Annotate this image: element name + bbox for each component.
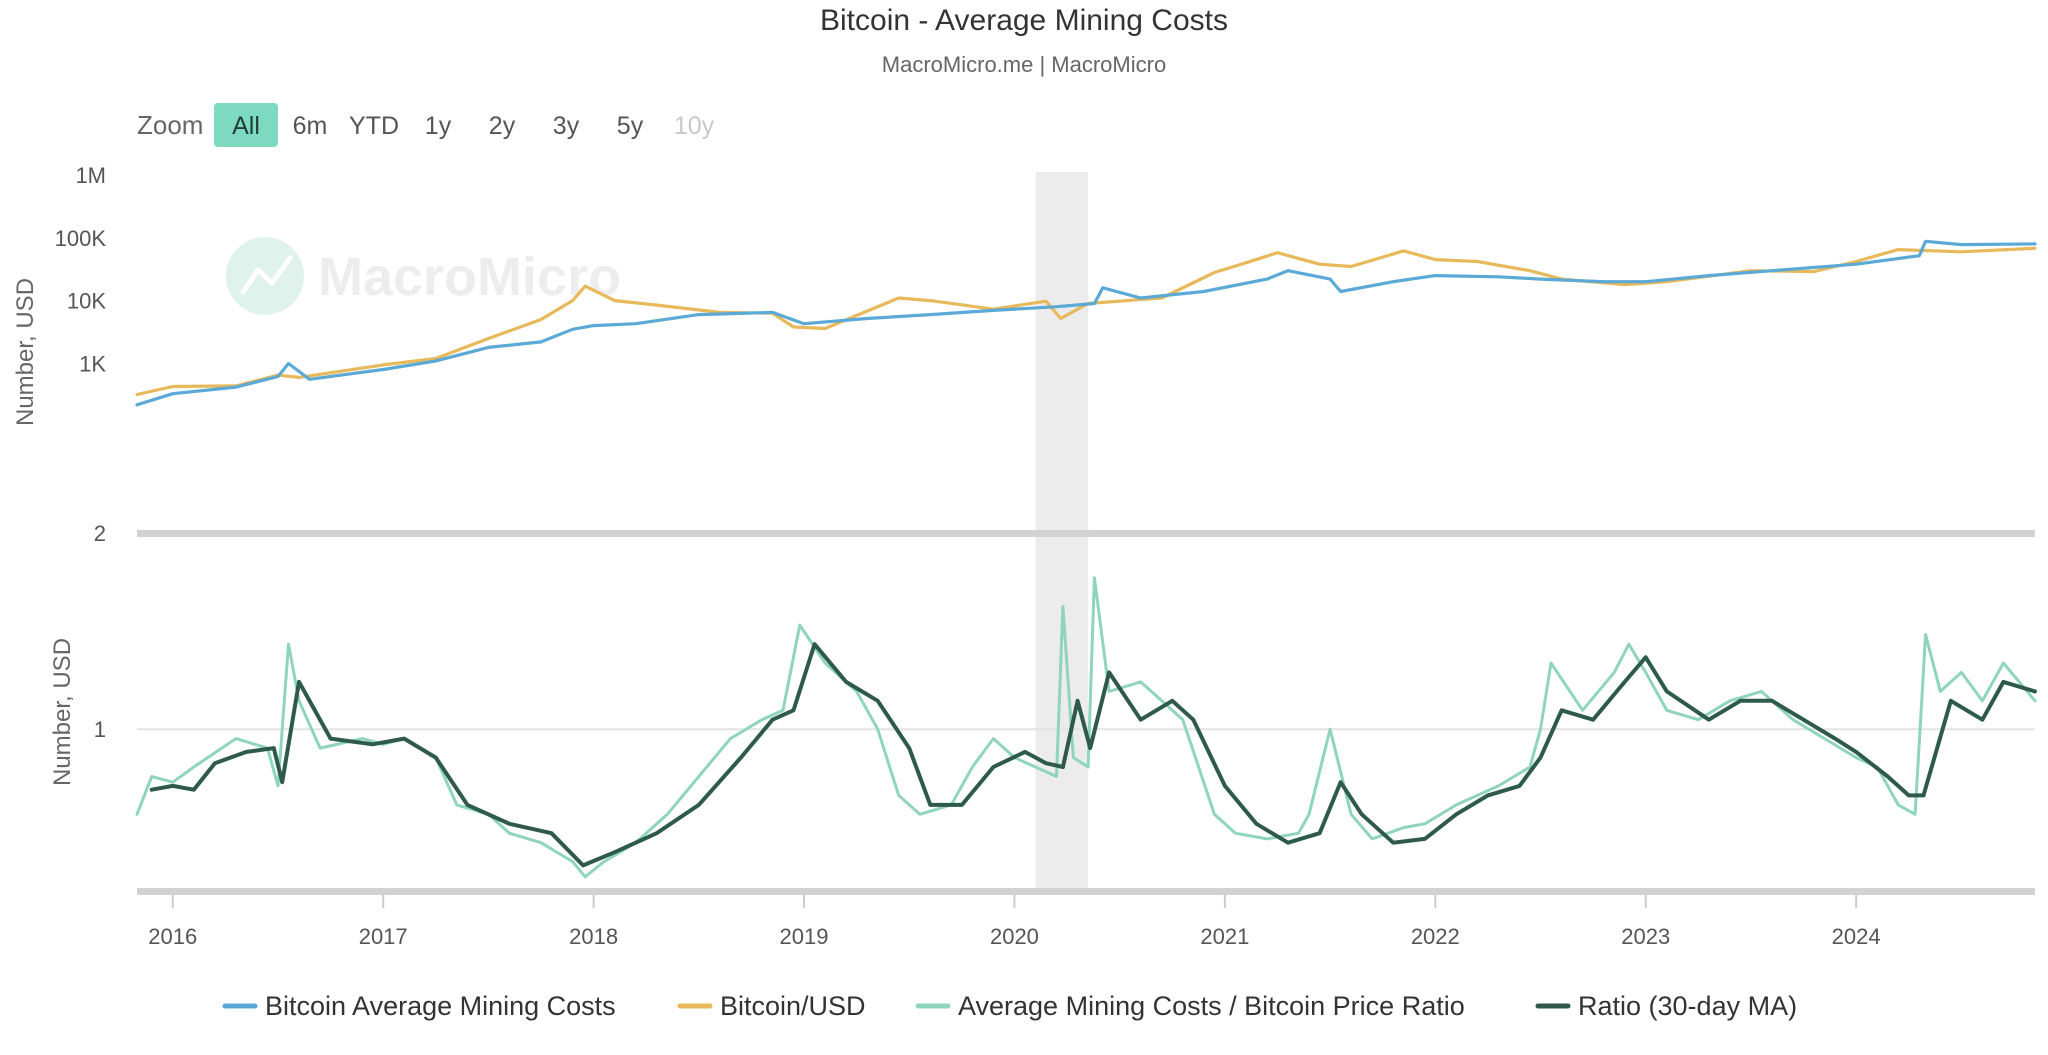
watermark-text: MacroMicro bbox=[318, 247, 621, 307]
zoom-button-label: All bbox=[232, 112, 260, 140]
legend-item-4[interactable]: Ratio (30-day MA) bbox=[1535, 991, 1797, 1021]
series-mining-costs[interactable] bbox=[135, 239, 2037, 407]
x-tick-label: 2021 bbox=[1200, 924, 1249, 949]
zoom-toolbar: Zoom All 6m YTD 1y 2y 3y 5y 10y bbox=[137, 103, 715, 147]
x-tick-label: 2018 bbox=[569, 924, 618, 949]
legend-label: Bitcoin Average Mining Costs bbox=[265, 991, 616, 1021]
top-y-tick-label: 2 bbox=[94, 521, 106, 546]
series-group bbox=[135, 239, 2037, 879]
chart-title: Bitcoin - Average Mining Costs bbox=[820, 4, 1228, 37]
zoom-button-2y[interactable]: 2y bbox=[489, 112, 516, 140]
zoom-button-label: 10y bbox=[674, 112, 715, 140]
zoom-button-3y[interactable]: 3y bbox=[553, 112, 580, 140]
bottom-y-axis-title: Number, USD bbox=[49, 638, 76, 786]
x-tick-label: 2024 bbox=[1832, 924, 1881, 949]
zoom-button-label: 2y bbox=[489, 112, 516, 140]
zoom-label: Zoom bbox=[137, 110, 203, 140]
x-tick-label: 2020 bbox=[990, 924, 1039, 949]
zoom-button-1y[interactable]: 1y bbox=[425, 112, 452, 140]
x-tick-label: 2023 bbox=[1621, 924, 1670, 949]
legend-item-1[interactable]: Bitcoin Average Mining Costs bbox=[222, 991, 616, 1021]
zoom-button-label: 5y bbox=[617, 112, 644, 140]
top-y-tick-label: 100K bbox=[55, 226, 107, 251]
zoom-button-all[interactable]: All bbox=[214, 103, 278, 147]
watermark: MacroMicro bbox=[226, 237, 621, 315]
legend-label: Bitcoin/USD bbox=[720, 991, 866, 1021]
zoom-button-5y[interactable]: 5y bbox=[617, 112, 644, 140]
series-ratio-ma[interactable] bbox=[149, 642, 2037, 868]
top-y-tick-label: 1K bbox=[79, 351, 106, 376]
legend-label: Ratio (30-day MA) bbox=[1578, 991, 1797, 1021]
legend: Bitcoin Average Mining Costs Bitcoin/USD A… bbox=[222, 991, 1797, 1021]
bottom-y-ticks: 1 bbox=[94, 717, 106, 742]
x-axis-ticks: 2016 2017 2018 2019 2020 2021 2022 2023 2024 bbox=[148, 895, 1881, 949]
legend-item-3[interactable]: Average Mining Costs / Bitcoin Price Rat… bbox=[915, 991, 1465, 1021]
zoom-button-active-bg bbox=[214, 103, 278, 147]
zoom-button-10y: 10y bbox=[674, 112, 715, 140]
top-y-tick-label: 1M bbox=[75, 163, 106, 188]
zoom-button-label: 3y bbox=[553, 112, 580, 140]
top-y-tick-label: 10K bbox=[67, 289, 106, 314]
legend-label: Average Mining Costs / Bitcoin Price Rat… bbox=[958, 991, 1465, 1021]
watermark-logo-icon bbox=[226, 237, 304, 315]
x-axis-bar bbox=[137, 888, 2035, 895]
panel-separator bbox=[137, 530, 2035, 537]
zoom-buttons: All 6m YTD 1y 2y 3y 5y 10y bbox=[214, 103, 715, 147]
legend-item-2[interactable]: Bitcoin/USD bbox=[677, 991, 866, 1021]
bottom-y-tick-label: 1 bbox=[94, 717, 106, 742]
watermark-logo-chart-icon bbox=[240, 255, 293, 295]
x-tick-label: 2017 bbox=[359, 924, 408, 949]
x-tick-label: 2022 bbox=[1411, 924, 1460, 949]
zoom-button-label: 6m bbox=[293, 112, 328, 140]
top-y-ticks: 1M 100K 10K 1K 2 bbox=[55, 163, 107, 546]
zoom-button-ytd[interactable]: YTD bbox=[349, 112, 399, 140]
x-tick-label: 2016 bbox=[148, 924, 197, 949]
x-tick-label: 2019 bbox=[780, 924, 829, 949]
series-ratio[interactable] bbox=[135, 576, 2037, 879]
series-bitcoin-usd[interactable] bbox=[135, 246, 2037, 397]
chart-subtitle: MacroMicro.me | MacroMicro bbox=[882, 52, 1166, 77]
zoom-button-label: 1y bbox=[425, 112, 452, 140]
top-y-axis-title: Number, USD bbox=[12, 278, 39, 426]
zoom-button-6m[interactable]: 6m bbox=[293, 112, 328, 140]
zoom-button-label: YTD bbox=[349, 112, 399, 140]
